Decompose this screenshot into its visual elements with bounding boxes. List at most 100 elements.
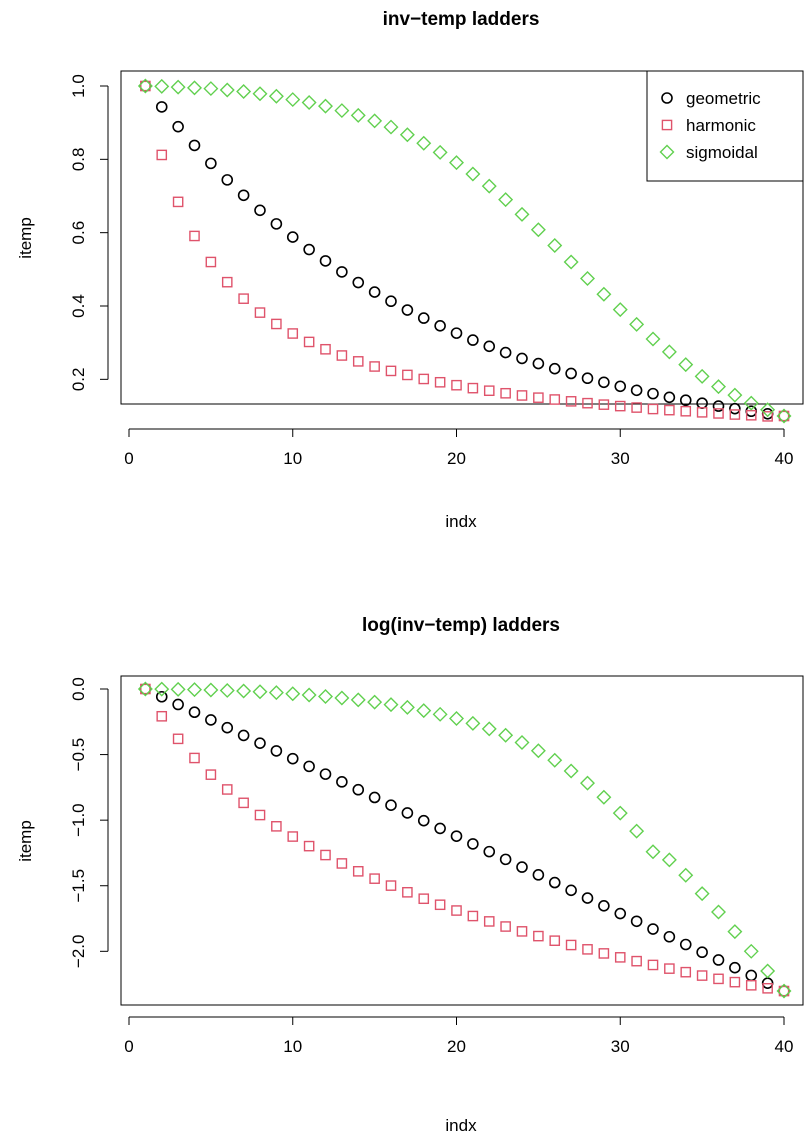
- bottom-series-sigmoidal: [139, 683, 791, 998]
- top-point-geometric: [173, 122, 183, 132]
- bottom-point-geometric: [173, 699, 183, 709]
- top-x-tick-label: 20: [447, 449, 466, 468]
- top-point-harmonic: [436, 378, 445, 387]
- bottom-point-harmonic: [517, 927, 526, 936]
- top-y-tick-label: 0.6: [69, 221, 88, 245]
- bottom-point-harmonic: [337, 859, 346, 868]
- top-point-sigmoidal: [516, 208, 529, 221]
- bottom-point-harmonic: [419, 894, 428, 903]
- bottom-point-geometric: [271, 746, 281, 756]
- bottom-point-geometric: [190, 707, 200, 717]
- top-point-sigmoidal: [368, 114, 381, 127]
- top-point-sigmoidal: [172, 81, 185, 94]
- bottom-point-harmonic: [174, 734, 183, 743]
- top-point-geometric: [714, 401, 724, 411]
- bottom-point-sigmoidal: [188, 683, 201, 696]
- bottom-y-tick-label: −0.5: [69, 738, 88, 772]
- bottom-x-tick-label: 20: [447, 1037, 466, 1056]
- bottom-point-geometric: [615, 909, 625, 919]
- bottom-x-tick-label: 30: [611, 1037, 630, 1056]
- bottom-point-harmonic: [452, 906, 461, 915]
- top-point-harmonic: [681, 407, 690, 416]
- bottom-point-harmonic: [206, 770, 215, 779]
- bottom-point-sigmoidal: [581, 777, 594, 790]
- top-point-sigmoidal: [188, 81, 201, 94]
- top-point-sigmoidal: [499, 193, 512, 206]
- bottom-series-geometric: [140, 684, 789, 996]
- top-y-tick-label: 0.4: [69, 294, 88, 318]
- top-point-geometric: [583, 373, 593, 383]
- bottom-point-geometric: [664, 932, 674, 942]
- panel-bottom: log(inv−temp) ladders indx itemp 0 10 20 30…: [16, 615, 803, 1135]
- bottom-y-axis: 0.0−0.5−1.0−1.5−2.0: [69, 677, 108, 968]
- bottom-point-harmonic: [190, 753, 199, 762]
- bottom-point-geometric: [321, 769, 331, 779]
- bottom-point-harmonic: [288, 832, 297, 841]
- bottom-point-sigmoidal: [548, 754, 561, 767]
- bottom-point-harmonic: [714, 974, 723, 983]
- bottom-point-sigmoidal: [679, 869, 692, 882]
- top-point-sigmoidal: [319, 100, 332, 113]
- bottom-point-geometric: [370, 792, 380, 802]
- top-point-harmonic: [730, 410, 739, 419]
- top-point-geometric: [599, 377, 609, 387]
- bottom-x-tick-label: 0: [124, 1037, 133, 1056]
- bottom-x-tick-label: 40: [775, 1037, 794, 1056]
- bottom-point-harmonic: [223, 785, 232, 794]
- bottom-point-geometric: [681, 939, 691, 949]
- bottom-point-harmonic: [436, 900, 445, 909]
- bottom-point-geometric: [419, 816, 429, 826]
- top-point-geometric: [501, 348, 511, 358]
- top-point-sigmoidal: [614, 303, 627, 316]
- top-x-tick-label: 30: [611, 449, 630, 468]
- bottom-y-tick-label: 0.0: [69, 677, 88, 701]
- top-point-geometric: [402, 305, 412, 315]
- bottom-point-sigmoidal: [663, 853, 676, 866]
- bottom-point-geometric: [697, 947, 707, 957]
- bottom-series-harmonic: [141, 684, 789, 995]
- top-point-geometric: [321, 256, 331, 266]
- top-point-geometric: [533, 359, 543, 369]
- bottom-point-geometric: [304, 761, 314, 771]
- bottom-point-sigmoidal: [761, 964, 774, 977]
- top-point-harmonic: [419, 374, 428, 383]
- bottom-point-sigmoidal: [745, 945, 758, 958]
- top-y-axis-label: itemp: [16, 217, 35, 259]
- bottom-point-geometric: [501, 854, 511, 864]
- top-point-harmonic: [370, 362, 379, 371]
- bottom-point-geometric: [157, 692, 167, 702]
- bottom-point-geometric: [386, 800, 396, 810]
- bottom-point-sigmoidal: [319, 690, 332, 703]
- top-point-sigmoidal: [254, 87, 267, 100]
- top-point-geometric: [697, 398, 707, 408]
- top-x-axis-label: indx: [445, 512, 477, 531]
- top-point-geometric: [353, 278, 363, 288]
- bottom-point-geometric: [239, 730, 249, 740]
- top-point-sigmoidal: [303, 96, 316, 109]
- bottom-point-sigmoidal: [254, 685, 267, 698]
- bottom-point-sigmoidal: [516, 736, 529, 749]
- bottom-point-geometric: [730, 963, 740, 973]
- bottom-point-sigmoidal: [597, 791, 610, 804]
- bottom-x-axis-label: indx: [445, 1116, 477, 1135]
- top-point-sigmoidal: [204, 82, 217, 95]
- bottom-point-sigmoidal: [270, 686, 283, 699]
- top-point-geometric: [566, 368, 576, 378]
- top-point-sigmoidal: [696, 370, 709, 383]
- top-point-harmonic: [337, 351, 346, 360]
- top-point-geometric: [206, 158, 216, 168]
- top-point-harmonic: [599, 400, 608, 409]
- top-point-sigmoidal: [466, 168, 479, 181]
- bottom-point-sigmoidal: [303, 689, 316, 702]
- bottom-y-tick-label: −2.0: [69, 935, 88, 969]
- bottom-data-points: [139, 683, 791, 998]
- top-point-harmonic: [190, 231, 199, 240]
- top-point-geometric: [419, 313, 429, 323]
- bottom-point-geometric: [714, 955, 724, 965]
- top-point-sigmoidal: [532, 223, 545, 236]
- legend-label-sigmoidal: sigmoidal: [686, 143, 758, 162]
- bottom-point-sigmoidal: [712, 905, 725, 918]
- top-point-harmonic: [174, 197, 183, 206]
- top-point-sigmoidal: [286, 93, 299, 106]
- legend-label-harmonic: harmonic: [686, 116, 756, 135]
